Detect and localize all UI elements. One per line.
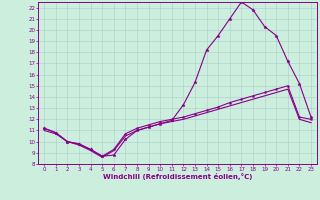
- X-axis label: Windchill (Refroidissement éolien,°C): Windchill (Refroidissement éolien,°C): [103, 173, 252, 180]
